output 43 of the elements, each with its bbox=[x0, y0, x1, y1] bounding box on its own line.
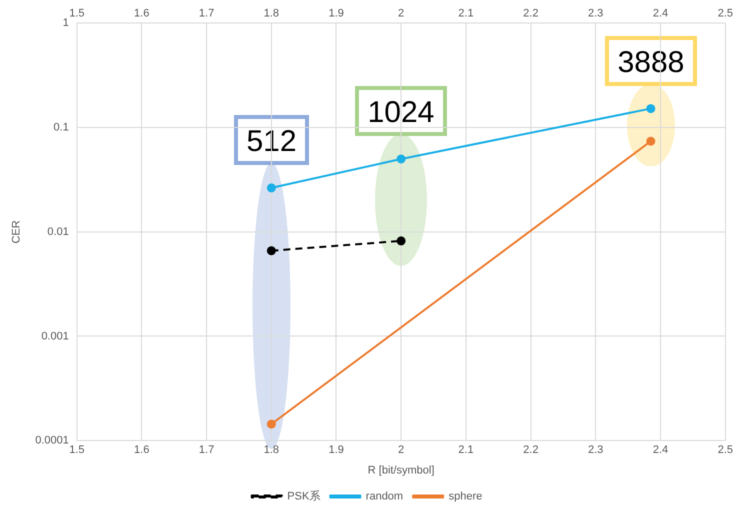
ellipse-callout: 3888 bbox=[602, 36, 699, 166]
legend-label: random bbox=[366, 490, 404, 503]
x-tick-label: 2.3 bbox=[588, 8, 604, 20]
y-tick-label: 1 bbox=[62, 17, 69, 30]
y-tick-label: 0.01 bbox=[47, 226, 69, 238]
point bbox=[646, 104, 656, 114]
x-tick-label: 2.5 bbox=[718, 8, 734, 20]
x2-tick-label: 1.8 bbox=[264, 444, 280, 456]
x2-tick-label: 2.4 bbox=[652, 444, 668, 456]
y-tick-label: 0.0001 bbox=[35, 434, 69, 447]
x2-tick-label: 1.5 bbox=[69, 444, 84, 456]
point bbox=[266, 420, 276, 429]
annotation: 3888 bbox=[617, 46, 684, 79]
x2-tick-label: 1.7 bbox=[198, 444, 214, 456]
ellipse-callout: 1024 bbox=[353, 86, 450, 266]
x2-tick-label: 2.1 bbox=[458, 444, 474, 456]
x-tick-label: 2.2 bbox=[523, 8, 538, 20]
legend-label: PSK系 bbox=[287, 490, 320, 503]
point bbox=[396, 154, 406, 164]
x2-tick-label: 2.3 bbox=[588, 444, 604, 456]
point bbox=[396, 236, 406, 246]
point bbox=[646, 136, 656, 146]
y-tick-label: 0.001 bbox=[41, 330, 69, 342]
x-tick-label: 1.7 bbox=[198, 8, 214, 20]
x-tick-label: 2 bbox=[398, 8, 404, 20]
x-tick-label: 2.1 bbox=[458, 8, 474, 20]
x2-tick-label: 1.9 bbox=[328, 444, 344, 456]
annotation: 1024 bbox=[368, 96, 434, 129]
x-tick-label: 1.8 bbox=[264, 8, 280, 20]
x2-tick-label: 2.5 bbox=[718, 444, 734, 456]
y-tick-label: 0.1 bbox=[54, 122, 69, 134]
x-tick-label: 1.6 bbox=[134, 8, 150, 20]
x-tick-label: 2.4 bbox=[652, 8, 668, 20]
point bbox=[266, 246, 276, 256]
point bbox=[266, 183, 276, 192]
y-axis-title: CER bbox=[10, 220, 23, 244]
x-tick-label: 1.5 bbox=[69, 8, 84, 20]
x2-tick-label: 2 bbox=[398, 444, 404, 456]
x2-tick-label: 1.6 bbox=[134, 444, 150, 456]
x-tick-label: 1.9 bbox=[328, 8, 344, 20]
x-axis-title: R [bit/symbol] bbox=[368, 464, 434, 476]
legend-label: sphere bbox=[448, 490, 482, 503]
x2-tick-label: 2.2 bbox=[523, 444, 538, 456]
